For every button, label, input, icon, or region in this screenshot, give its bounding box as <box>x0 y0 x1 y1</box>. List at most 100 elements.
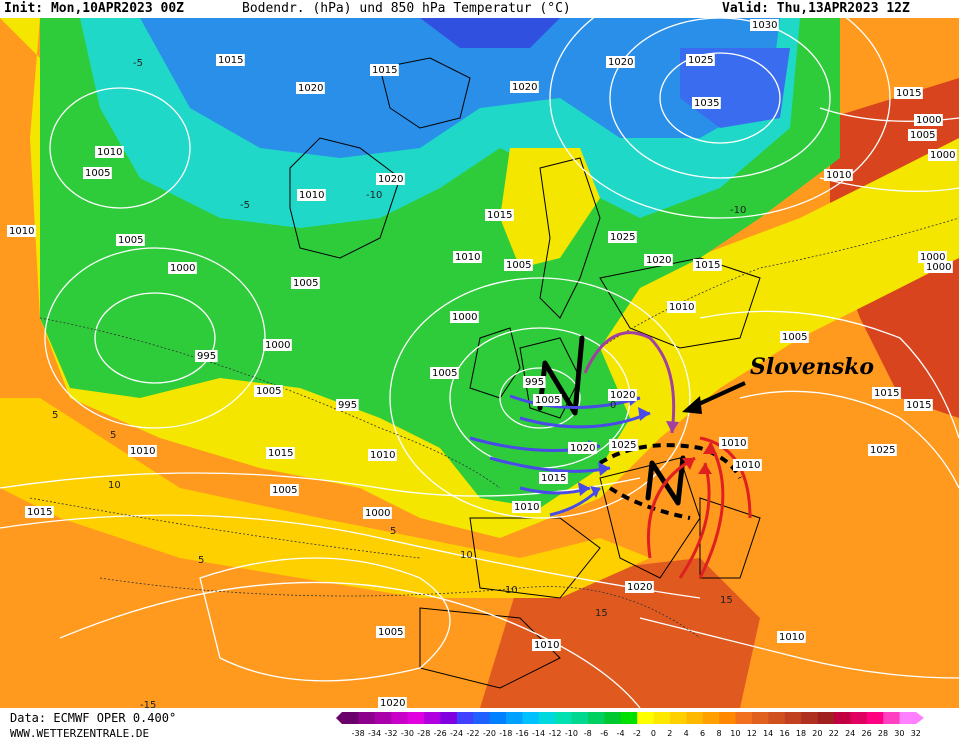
pressure-label-bg <box>872 387 901 399</box>
pressure-label-bg <box>608 231 637 243</box>
temperature-label: -5 <box>240 200 250 211</box>
legend-label: -38 <box>352 729 365 738</box>
legend-swatch <box>506 712 523 724</box>
pressure-label: 1005 <box>782 332 807 343</box>
pressure-label: 1020 <box>608 57 633 68</box>
pressure-label: 1025 <box>611 440 636 451</box>
legend-swatch <box>456 712 474 724</box>
purple-arc <box>583 331 676 434</box>
source-url: WWW.WETTERZENTRALE.DE <box>10 727 150 740</box>
pressure-label-bg <box>450 311 479 323</box>
legend-swatch <box>735 712 753 724</box>
pressure-label-bg <box>291 277 320 289</box>
red-flow-arrows <box>646 436 752 579</box>
pressure-label-bg <box>368 449 397 461</box>
pressure-label-bg <box>780 331 809 343</box>
legend-label: 2 <box>667 729 672 738</box>
pressure-label-bg <box>693 259 722 271</box>
pressure-label-bg <box>485 209 514 221</box>
pressure-label: 1005 <box>85 168 110 179</box>
pressure-label-bg <box>625 581 654 593</box>
pressure-label: 1005 <box>256 386 281 397</box>
legend-swatch <box>883 712 901 724</box>
pressure-label: 1015 <box>372 65 397 76</box>
temperature-label: -10 <box>366 190 382 201</box>
pressure-label: 1000 <box>916 115 941 126</box>
pressure-label: 1010 <box>721 438 746 449</box>
pressure-label-bg <box>523 376 546 388</box>
temperature-label: -5 <box>133 58 143 69</box>
legend-swatch <box>522 712 540 724</box>
pressure-label: 1020 <box>610 390 635 401</box>
pressure-label-bg <box>918 251 947 263</box>
temperature-label: 0 <box>610 400 616 411</box>
legend-swatch <box>752 712 769 724</box>
front-marks <box>598 443 742 520</box>
pressure-label: 1000 <box>365 508 390 519</box>
legend-arrow-right <box>916 712 924 724</box>
pressure-label-bg <box>533 394 562 406</box>
legend-label: 4 <box>684 729 689 738</box>
legend-swatch <box>719 712 737 724</box>
pressure-label: 1010 <box>669 302 694 313</box>
pressure-label-bg <box>750 19 779 31</box>
legend-swatch <box>489 712 507 724</box>
pressure-label-bg <box>195 350 218 362</box>
legend-swatch <box>850 712 868 724</box>
pressure-label: 1005 <box>506 260 531 271</box>
map-title: Bodendr. (hPa) und 850 hPa Temperatur (°… <box>242 1 571 16</box>
pressure-label-bg <box>606 56 635 68</box>
legend-swatch <box>670 712 687 724</box>
legend-swatch <box>473 712 491 724</box>
legend-swatch <box>834 712 851 724</box>
legend-swatch <box>653 712 671 724</box>
legend-label: 14 <box>763 729 773 738</box>
legend-label: -20 <box>483 729 496 738</box>
temperature-label: 10 <box>460 550 473 561</box>
pressure-label-bg <box>608 389 637 401</box>
temp-field-yellow <box>0 18 959 538</box>
pressure-label-bg <box>777 631 806 643</box>
pressure-label-bg <box>868 444 897 456</box>
pressure-label: 1010 <box>299 190 324 201</box>
pressure-label-bg <box>376 173 405 185</box>
pressure-label: 1015 <box>896 88 921 99</box>
pressure-label: 1010 <box>97 147 122 158</box>
legend-label: 6 <box>700 729 705 738</box>
pressure-label: 1015 <box>906 400 931 411</box>
pressure-label-bg <box>510 81 539 93</box>
legend-label: 12 <box>747 729 757 738</box>
legend-label: 18 <box>796 729 806 738</box>
pressure-label: 1010 <box>735 460 760 471</box>
legend-label: -8 <box>584 729 592 738</box>
temperature-label: 5 <box>198 555 204 566</box>
temp-field-deepblue <box>420 18 560 48</box>
pressure-label-bg <box>453 251 482 263</box>
legend-swatch <box>620 712 638 724</box>
legend-swatch <box>588 712 605 724</box>
legend-label: 10 <box>730 729 740 738</box>
pressure-label-bg <box>532 639 561 651</box>
pressure-label-bg <box>719 437 748 449</box>
pressure-label: 1000 <box>926 262 951 273</box>
pressure-label-bg <box>376 626 405 638</box>
legend-swatch <box>817 712 835 724</box>
legend-swatch <box>358 712 376 724</box>
pressure-label-bg <box>667 301 696 313</box>
legend-label: -32 <box>384 729 397 738</box>
temperature-label: 10 <box>108 480 121 491</box>
legend-label: -4 <box>617 729 625 738</box>
legend-label: 24 <box>845 729 855 738</box>
legend-swatch <box>768 712 786 724</box>
legend-label: -14 <box>532 729 545 738</box>
legend-swatch <box>604 712 622 724</box>
pressure-label-bg <box>254 385 283 397</box>
legend-label: 16 <box>780 729 790 738</box>
pressure-label: 1015 <box>27 507 52 518</box>
legend-swatch <box>801 712 819 724</box>
pressure-label-bg <box>686 54 715 66</box>
pressure-label: 1015 <box>218 55 243 66</box>
pressure-label-bg <box>644 254 673 266</box>
